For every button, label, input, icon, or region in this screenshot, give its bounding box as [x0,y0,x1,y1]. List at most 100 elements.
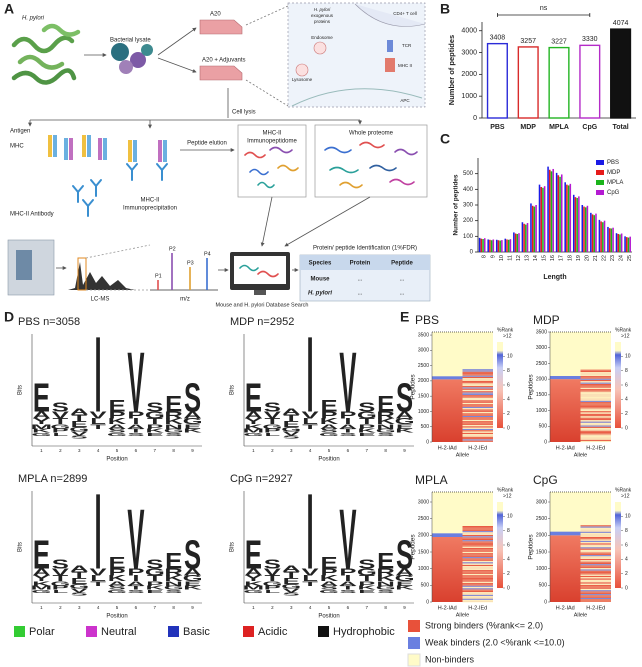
colorbar-label: %Rank [615,327,632,333]
bar [540,186,542,252]
bar [564,182,566,252]
ied-stripe [462,561,493,562]
logo-title: CpG n=2927 [230,473,293,485]
strong-binders [550,379,581,442]
colorbar-label: >12 [621,493,630,499]
ied-stripe [462,545,493,547]
bar [513,232,515,252]
logo-letter: I [95,471,102,592]
table-cell: H. pylori [308,291,332,297]
ied-stripe [462,393,493,395]
ied-stripe [462,565,493,566]
ied-stripe [580,544,611,546]
bar [559,176,561,252]
y-tick-label: 2500 [418,363,429,369]
x-tick-label: Total [612,124,628,131]
ied-stripe [462,371,493,373]
antibody [90,179,102,197]
label: MHC-II Antibody [10,212,54,218]
ied-stripe [580,548,611,550]
ied-stripe [462,431,493,433]
x-tick-label: 21 [593,255,599,261]
label: m/z [180,297,190,303]
logo-letter: V [90,410,107,421]
mhc-molecule [82,135,86,157]
logo-letter: S [127,432,144,437]
logo-title: PBS n=3058 [18,316,80,328]
logo-letter: V [264,567,281,578]
ied-stripe [580,426,611,428]
ied-stripe [462,440,493,442]
legend-swatch [596,170,604,175]
ied-stripe [462,417,493,419]
bar [552,168,554,252]
ied-stripe [580,585,611,587]
logo-letter: E [358,589,375,594]
ied-stripe [580,402,611,404]
position-label: 6 [347,605,350,610]
ied-stripe [462,576,493,578]
logo-letter: V [283,588,301,594]
mhc-molecule [128,140,132,162]
bar [578,196,580,252]
bar [572,194,575,252]
logo-letter: T [340,585,357,591]
logo-letter: P [108,567,125,578]
logo-letter: K [358,585,377,591]
position-label: 1 [252,448,255,453]
value-label: 3330 [582,36,598,43]
ied-stripe [462,529,493,531]
ied-stripe [580,540,611,542]
logo-letter: V [302,410,319,421]
logo-letter: A [183,567,202,578]
table-cell: ... [357,291,362,297]
ied-stripe [462,395,493,397]
logo-letter: P [339,410,356,421]
bar [555,172,558,252]
logo-title: MPLA n=2899 [18,473,87,485]
ied-stripe [580,378,611,380]
logo-letter: G [243,589,263,594]
colorbar [615,502,621,588]
ied-stripe [580,432,611,434]
ied-stripe [580,596,611,598]
logo-letter: P [358,580,375,587]
ied-stripe [462,400,493,402]
ied-stripe [462,562,493,564]
logo-letter: G [50,423,70,430]
logo-letter: S [127,589,144,594]
logo-letter: T [283,413,299,424]
position-label: 8 [384,605,387,610]
label: H. pylori [22,16,45,22]
ied-stripe [462,566,493,568]
ied-stripe [462,597,493,599]
strong-binders [550,535,581,602]
logo-letter: P [320,410,337,421]
ied-stripe [462,370,493,372]
bar [497,240,500,252]
x-tick-label: 9 [490,255,496,258]
logo-letter: V [127,335,144,430]
bar [507,239,510,252]
table-header: Peptide [391,261,413,267]
y-tick-label: 0 [470,250,474,256]
x-tick-label: 24 [619,255,625,261]
logo-letter: N [376,423,394,430]
logo-letter: S [184,375,201,420]
ied-stripe [462,401,493,403]
connector [260,196,273,247]
colorbar-label: %Rank [497,327,514,333]
ied-stripe [580,380,611,382]
logo-letter: N [376,580,394,587]
y-axis-label: Peptides [528,534,535,560]
x-tick-label: 18 [567,255,573,261]
ied-stripe [580,423,611,424]
position-label: 5 [116,448,119,453]
logo-letter: L [53,589,69,594]
ied-stripe [462,537,493,539]
logo-letter: G [69,583,89,590]
ied-stripe [580,574,611,576]
